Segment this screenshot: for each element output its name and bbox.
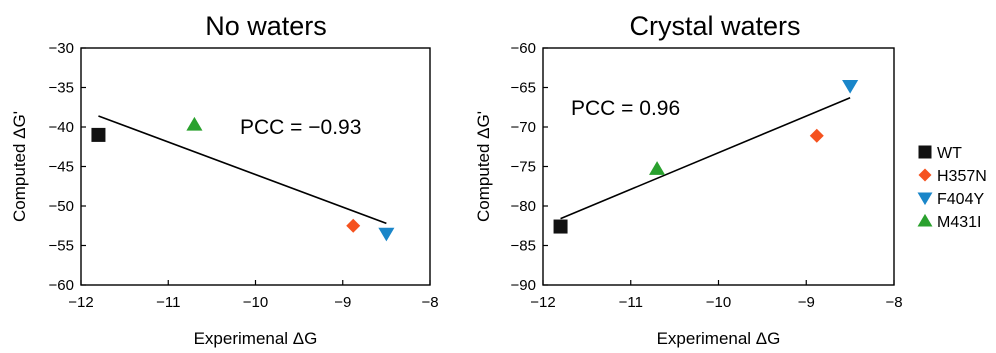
x-tick-label: −12 <box>530 294 555 311</box>
legend-marker-h357n <box>918 168 932 182</box>
x-tick-label: −11 <box>619 294 643 311</box>
x-tick-label: −9 <box>334 294 351 311</box>
y-axis-label: Computed ΔG' <box>474 111 493 222</box>
y-tick-label: −75 <box>511 159 536 176</box>
y-tick-label: −70 <box>511 119 536 136</box>
legend-label-h357n: H357N <box>937 168 987 185</box>
x-tick-label: −10 <box>706 294 731 311</box>
chart-title: No waters <box>205 11 327 41</box>
y-tick-label: −55 <box>49 238 74 255</box>
legend-label-f404y: F404Y <box>937 191 984 208</box>
point-f404y <box>842 79 859 94</box>
y-tick-label: −50 <box>49 198 74 215</box>
pcc-annotation: PCC = 0.96 <box>571 97 680 120</box>
point-m431i <box>186 116 203 131</box>
plot-frame <box>80 47 431 286</box>
x-tick-label: −10 <box>243 294 268 311</box>
x-axis-label: Experimenal ΔG <box>194 329 318 348</box>
y-tick-label: −60 <box>49 277 74 294</box>
x-axis-label: Experimenal ΔG <box>657 329 781 348</box>
fit-line <box>98 115 387 225</box>
legend: WT H357N F404Y M431I <box>917 145 987 231</box>
point-m431i <box>649 161 666 175</box>
panel-2: Crystal waters −12 −11 −10 −9 −8 −60 −65 −70 −75 −… <box>474 11 903 348</box>
x-tick-label: −9 <box>798 294 815 311</box>
point-h357n <box>346 218 361 233</box>
x-tick-label: −12 <box>68 294 93 311</box>
point-f404y <box>378 227 395 242</box>
pcc-annotation: PCC = −0.93 <box>240 116 361 139</box>
x-tick-label: −8 <box>421 294 438 311</box>
point-h357n <box>809 128 824 143</box>
y-tick-label: −40 <box>49 119 74 136</box>
y-tick-label: −35 <box>49 80 74 97</box>
point-wt <box>91 127 106 142</box>
y-tick-label: −45 <box>49 159 74 176</box>
legend-label-m431i: M431I <box>937 214 981 231</box>
legend-label-wt: WT <box>937 145 962 162</box>
legend-marker-f404y <box>917 192 933 206</box>
y-axis-label: Computed ΔG' <box>10 111 29 222</box>
panel-1: No waters −12 −11 −10 −9 −8 −30 −35 −40 −45 −50 −55… <box>10 11 439 348</box>
legend-marker-m431i <box>917 213 933 227</box>
y-tick-label: −90 <box>511 277 536 294</box>
point-wt <box>553 219 568 234</box>
y-tick-label: −80 <box>511 198 536 215</box>
y-tick-label: −60 <box>511 40 536 57</box>
y-tick-label: −85 <box>511 238 536 255</box>
chart-title: Crystal waters <box>629 11 800 41</box>
fit-line <box>560 97 851 220</box>
y-tick-label: −65 <box>511 80 536 97</box>
legend-marker-wt <box>918 145 932 159</box>
y-tick-label: −30 <box>49 40 74 57</box>
x-tick-label: −11 <box>156 294 180 311</box>
plot-frame <box>542 47 895 286</box>
x-tick-label: −8 <box>885 294 902 311</box>
